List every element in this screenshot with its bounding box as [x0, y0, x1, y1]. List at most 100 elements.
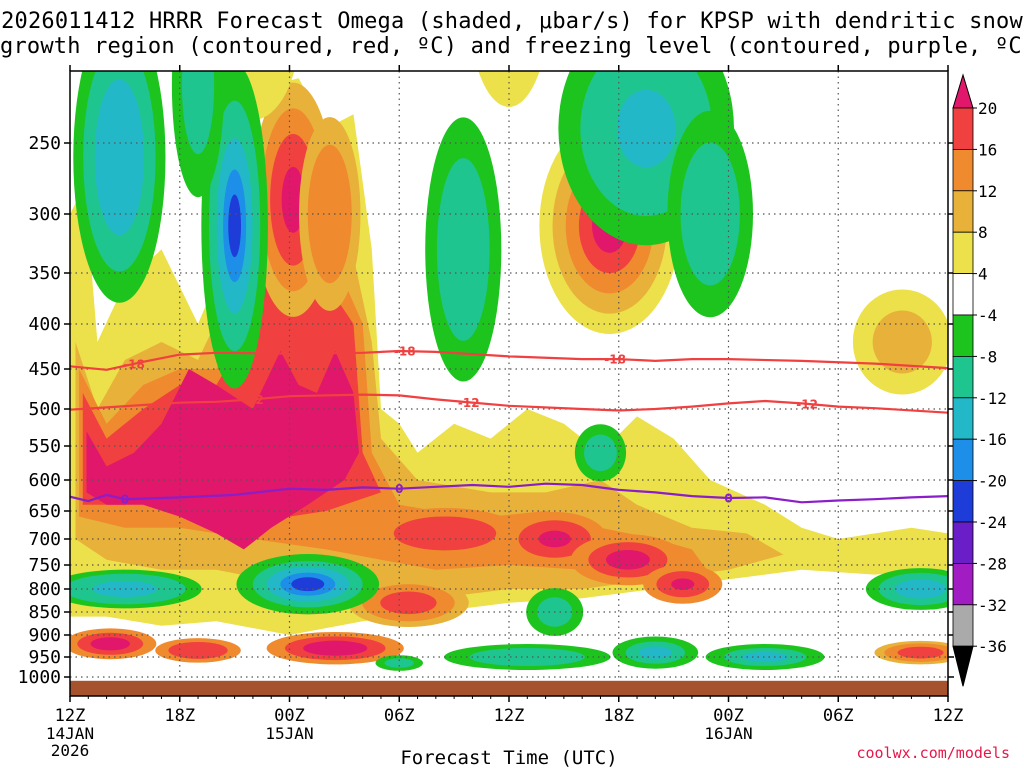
y-tick-label: 400	[28, 314, 61, 335]
colorbar-label: 4	[978, 265, 988, 284]
x-tick-label: 06Z	[823, 706, 854, 726]
colorbar-label: -4	[978, 306, 997, 325]
source-credit: coolwx.com/models	[856, 744, 1010, 762]
ground-fill	[70, 680, 948, 696]
x-tick-date: 16JAN	[704, 724, 752, 743]
x-tick-label: 00Z	[274, 706, 305, 726]
contour-label: -12	[242, 393, 264, 407]
x-tick-label: 12Z	[55, 706, 86, 726]
omega-blob-low-2	[70, 628, 157, 660]
colorbar-label: -24	[978, 513, 1007, 532]
omega-blob-upper-right	[852, 289, 948, 395]
omega-blob-low-1	[266, 632, 404, 665]
colorbar-label: -20	[978, 472, 1007, 491]
colorbar-swatch	[952, 190, 974, 233]
colorbar-top-arrow	[952, 73, 974, 109]
contour-label: 0	[724, 491, 732, 505]
colorbar-swatch	[952, 231, 974, 274]
x-tick-date: 14JAN	[46, 724, 94, 743]
contour-label: -12	[458, 396, 480, 410]
colorbar-swatch	[952, 480, 974, 523]
omega-sink-6	[667, 110, 754, 318]
y-tick-label: 850	[28, 602, 61, 623]
colorbar-label: 8	[978, 223, 988, 242]
y-tick-label: 650	[28, 501, 61, 522]
colorbar-swatch	[952, 355, 974, 399]
contour-label: -18	[123, 357, 145, 371]
colorbar-swatch	[952, 273, 974, 316]
x-tick-label: 00Z	[713, 706, 744, 726]
omega-sink-15	[375, 655, 424, 671]
y-tick-label: 950	[28, 647, 61, 668]
colorbar-label: -36	[978, 637, 1007, 656]
omega-sink-3	[171, 71, 225, 198]
omega-sink-12	[612, 636, 699, 669]
colorbar-swatch	[952, 438, 974, 482]
colorbar: 20 16 12 8 4 -4 -8 -12 -16 -20 -24 -28 -32 -36	[952, 73, 1007, 687]
x-tick-year: 2026	[51, 741, 90, 760]
colorbar-label: -8	[978, 347, 997, 366]
colorbar-swatch	[952, 604, 974, 647]
colorbar-label: -12	[978, 389, 1007, 408]
contour--12: -12 -12 -12	[70, 393, 948, 414]
y-tick-label: 700	[28, 529, 61, 550]
omega-sink-13	[705, 644, 825, 670]
omega-region-magenta	[86, 351, 359, 550]
x-tick-date: 15JAN	[265, 724, 313, 743]
grid-lines	[70, 71, 948, 696]
x-tick-label: 12Z	[494, 706, 525, 726]
contour-label: 0	[121, 493, 129, 507]
y-tick-label: 550	[28, 436, 61, 457]
colorbar-label: 20	[978, 99, 997, 118]
y-tick-label: 350	[28, 263, 61, 284]
y-tick-label: 750	[28, 555, 61, 576]
colorbar-swatch	[952, 563, 974, 606]
omega-blob-mid-1	[368, 507, 522, 559]
y-tick-label: 500	[28, 399, 61, 420]
colorbar-label: 12	[978, 182, 997, 201]
y-tick-label: 600	[28, 470, 61, 491]
omega-blob-low-3	[155, 638, 241, 663]
colorbar-bottom-arrow	[952, 645, 974, 687]
chart-title-line-2: growth region (contoured, red, ºC) and f…	[0, 34, 1024, 59]
colorbar-swatch	[952, 314, 974, 357]
y-tick-label: 1000	[18, 667, 61, 688]
omega-sink-1	[73, 71, 166, 303]
contour-label: -18	[394, 345, 416, 359]
omega-blob-mid-4	[643, 564, 723, 604]
colorbar-label: 16	[978, 140, 997, 159]
omega-sink-8	[70, 569, 202, 609]
contour-lines: -18 -18 -18 -12 -12 -12 0 0 0	[70, 345, 948, 507]
colorbar-swatch	[952, 148, 974, 192]
y-tick-label: 250	[28, 133, 61, 154]
contour-0: 0 0 0	[70, 482, 948, 507]
y-tick-label: 800	[28, 579, 61, 600]
chart-title-line-1: 2026011412 HRRR Forecast Omega (shaded, …	[1, 9, 1023, 34]
colorbar-label: -28	[978, 554, 1007, 573]
colorbar-label: -16	[978, 430, 1007, 449]
contour-label: -12	[796, 397, 818, 411]
y-tick-label: 450	[28, 359, 61, 380]
omega-sink-9	[236, 554, 380, 615]
contour--18: -18 -18 -18	[70, 345, 948, 371]
colorbar-swatch	[952, 521, 974, 564]
y-tick-label: 300	[28, 204, 61, 225]
omega-sink-4	[425, 117, 502, 382]
omega-sink-7	[574, 424, 627, 482]
y-axis-pressure: 2503003504004505005506006507007508008509…	[18, 133, 954, 688]
x-tick-label: 12Z	[933, 706, 964, 726]
omega-shaded-field	[70, 71, 948, 671]
x-tick-label: 18Z	[603, 706, 634, 726]
x-tick-label: 06Z	[384, 706, 415, 726]
x-tick-label: 18Z	[164, 706, 195, 726]
colorbar-label: -32	[978, 596, 1007, 615]
omega-blob-upper-2	[478, 71, 540, 107]
x-axis-title: Forecast Time (UTC)	[400, 747, 617, 768]
contour-label: -18	[604, 353, 626, 367]
contour-label: 0	[395, 482, 403, 496]
colorbar-swatch	[952, 107, 974, 150]
y-tick-label: 900	[28, 625, 61, 646]
omega-blob-low-4	[874, 640, 948, 665]
omega-blob-06z-low	[348, 578, 469, 627]
